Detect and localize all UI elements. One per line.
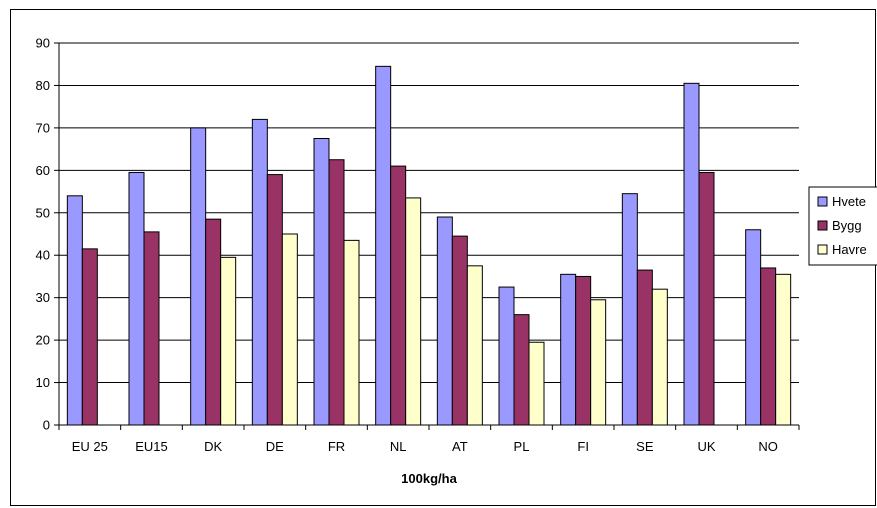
bar-bygg-de	[266, 174, 283, 426]
bar-chart: 0 10 20 30 40 50 60 70 80 90 EU 25 EU15 DK DE FR NL AT PL…	[36, 36, 877, 486]
bar-hvete-dk	[190, 127, 207, 426]
y-tick-label: 40	[36, 248, 50, 263]
x-tick-label: PL	[514, 439, 530, 454]
y-tick-label: 50	[36, 205, 50, 220]
legend-label-hvete: Hvete	[832, 194, 866, 209]
bar-havre-fi	[590, 299, 607, 426]
y-tick-label: 20	[36, 333, 50, 348]
x-tick-label: AT	[452, 439, 468, 454]
bar-havre-se	[651, 288, 668, 426]
bar-bygg-no	[760, 267, 777, 426]
bar-hvete-fi	[560, 273, 577, 426]
bar-hvete-nl	[375, 65, 392, 426]
bar-hvete-at	[436, 216, 453, 426]
bar-hvete-pl	[498, 286, 515, 426]
bar-bygg-at	[451, 235, 468, 426]
x-tick-label: EU 25	[72, 439, 108, 454]
y-tick-label: 70	[36, 120, 50, 135]
bars	[66, 65, 792, 426]
bar-bygg-uk	[698, 171, 715, 426]
bar-bygg-nl	[390, 165, 407, 426]
legend-label-bygg: Bygg	[832, 218, 862, 233]
legend-swatch-havre	[817, 244, 828, 255]
y-tick-label: 30	[36, 290, 50, 305]
bar-hvete-de	[251, 118, 268, 426]
legend-label-havre: Havre	[832, 242, 867, 257]
bar-havre-no	[775, 273, 792, 426]
legend: Hvete Bygg Havre	[808, 186, 877, 266]
x-tick-label: NO	[758, 439, 778, 454]
bar-havre-pl	[528, 341, 545, 426]
bar-bygg-fr	[328, 159, 345, 426]
x-tick-label: EU15	[135, 439, 168, 454]
bar-bygg-eu25	[81, 248, 98, 426]
bar-havre-fr	[343, 239, 360, 426]
x-axis-label: 100kg/ha	[401, 471, 457, 486]
legend-swatch-hvete	[817, 196, 828, 207]
x-tick-label: SE	[636, 439, 654, 454]
bar-bygg-pl	[513, 314, 530, 426]
chart-frame: 0 10 20 30 40 50 60 70 80 90 EU 25 EU15 DK DE FR NL AT PL…	[10, 9, 877, 506]
y-tick-label: 60	[36, 163, 50, 178]
bar-bygg-se	[636, 269, 653, 426]
bar-havre-nl	[405, 197, 422, 426]
y-tick-label: 80	[36, 78, 50, 93]
x-tick-label: DK	[204, 439, 222, 454]
axes: 0 10 20 30 40 50 60 70 80 90 EU 25 EU15 DK DE FR NL AT PL…	[36, 36, 800, 454]
x-tick-label: UK	[697, 439, 715, 454]
bar-hvete-eu15	[128, 171, 145, 426]
bar-bygg-fi	[575, 275, 592, 426]
bar-hvete-fr	[313, 138, 330, 426]
x-tick-label: DE	[266, 439, 284, 454]
bar-bygg-eu15	[143, 231, 160, 426]
gridlines	[59, 42, 799, 384]
legend-swatch-bygg	[817, 220, 828, 231]
y-tick-label: 10	[36, 375, 50, 390]
y-tick-label: 0	[43, 418, 50, 433]
y-tick-label: 90	[36, 36, 50, 51]
bar-hvete-uk	[683, 82, 700, 426]
bar-havre-dk	[220, 256, 237, 426]
bar-hvete-se	[621, 193, 638, 426]
bar-bygg-dk	[205, 218, 222, 426]
x-tick-label: FR	[328, 439, 345, 454]
bar-havre-de	[281, 233, 298, 426]
bar-havre-at	[466, 265, 483, 426]
bar-hvete-eu25	[66, 195, 83, 426]
x-tick-label: NL	[390, 439, 407, 454]
bar-hvete-no	[745, 229, 762, 426]
x-tick-label: FI	[577, 439, 589, 454]
